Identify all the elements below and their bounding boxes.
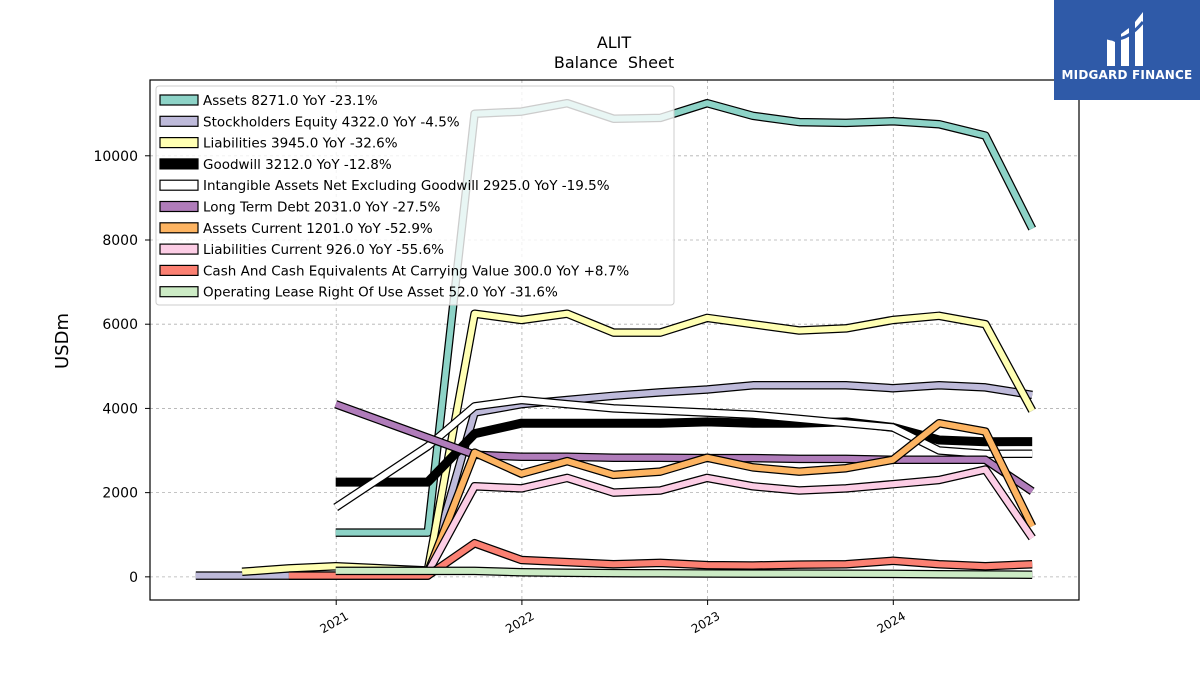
legend-swatch [159,137,199,149]
chart-title: ALIT [597,33,632,52]
legend-swatch [159,179,199,191]
y-tick-label: 10000 [93,149,138,165]
legend-label: Intangible Assets Net Excluding Goodwill… [203,178,610,194]
series-stroke [425,466,1035,575]
brand-name: MIDGARD FINANCE [1061,68,1193,82]
series-line-10 [335,566,1033,579]
legend-label: Cash And Cash Equivalents At Carrying Va… [203,263,629,279]
legend-box [155,85,675,306]
legend-label: Long Term Debt 2031.0 YoY -27.5% [203,200,441,216]
chart-subtitle: Balance Sheet [554,53,674,72]
series-line-5 [333,395,1033,511]
legend-label: Operating Lease Right Of Use Asset 52.0 … [203,285,558,301]
brand-logo: MIDGARD FINANCE [1054,0,1200,100]
plot-frame [149,79,1080,601]
x-tick-label: 2024 [875,609,908,636]
legend-label: Assets 8271.0 YoY -23.1% [203,93,378,109]
legend-label: Goodwill 3212.0 YoY -12.8% [203,157,392,173]
series-line-8 [424,465,1036,575]
legend-label: Assets Current 1201.0 YoY -52.9% [203,221,433,237]
series-stroke [288,540,1033,579]
y-tick-label: 2000 [102,486,138,502]
series-stroke [334,397,1033,510]
y-tick-label: 8000 [102,233,138,249]
y-tick-label: 6000 [102,317,138,333]
series-outline [423,418,1037,575]
y-tick-label: 0 [129,570,138,586]
series-line-7 [423,418,1037,575]
series-stroke [425,420,1035,574]
y-tick-label: 4000 [102,401,138,417]
legend-swatch [159,94,199,106]
x-tick-label: 2021 [317,609,350,636]
x-tick-label: 2023 [689,609,722,636]
legend-swatch [159,158,199,170]
series-layer [195,98,1037,580]
legend-swatch [159,115,199,127]
y-axis: 0 2000 4000 6000 8000 10000 [93,149,150,586]
legend-label: Liabilities Current 926.0 YoY -55.6% [203,242,444,258]
legend-swatch [159,200,199,213]
legend: Assets 8271.0 YoY -23.1% Stockholders Equ… [155,85,675,306]
series-line-9 [288,538,1033,580]
legend-label: Liabilities 3945.0 YoY -32.6% [203,136,398,152]
legend-swatch [159,243,199,255]
y-axis-label: USDm [52,313,73,369]
x-axis: 2021 2022 2023 2024 [317,600,908,636]
midgard-logo-icon [1106,12,1145,66]
x-tick-label: 2022 [503,609,536,636]
series-stroke [335,567,1033,578]
legend-swatch [159,222,199,234]
legend-swatch [159,286,199,298]
legend-swatch [159,264,199,276]
legend-label: Stockholders Equity 4322.0 YoY -4.5% [203,114,460,130]
series-stroke [334,401,1034,494]
series-line-6 [334,400,1035,495]
